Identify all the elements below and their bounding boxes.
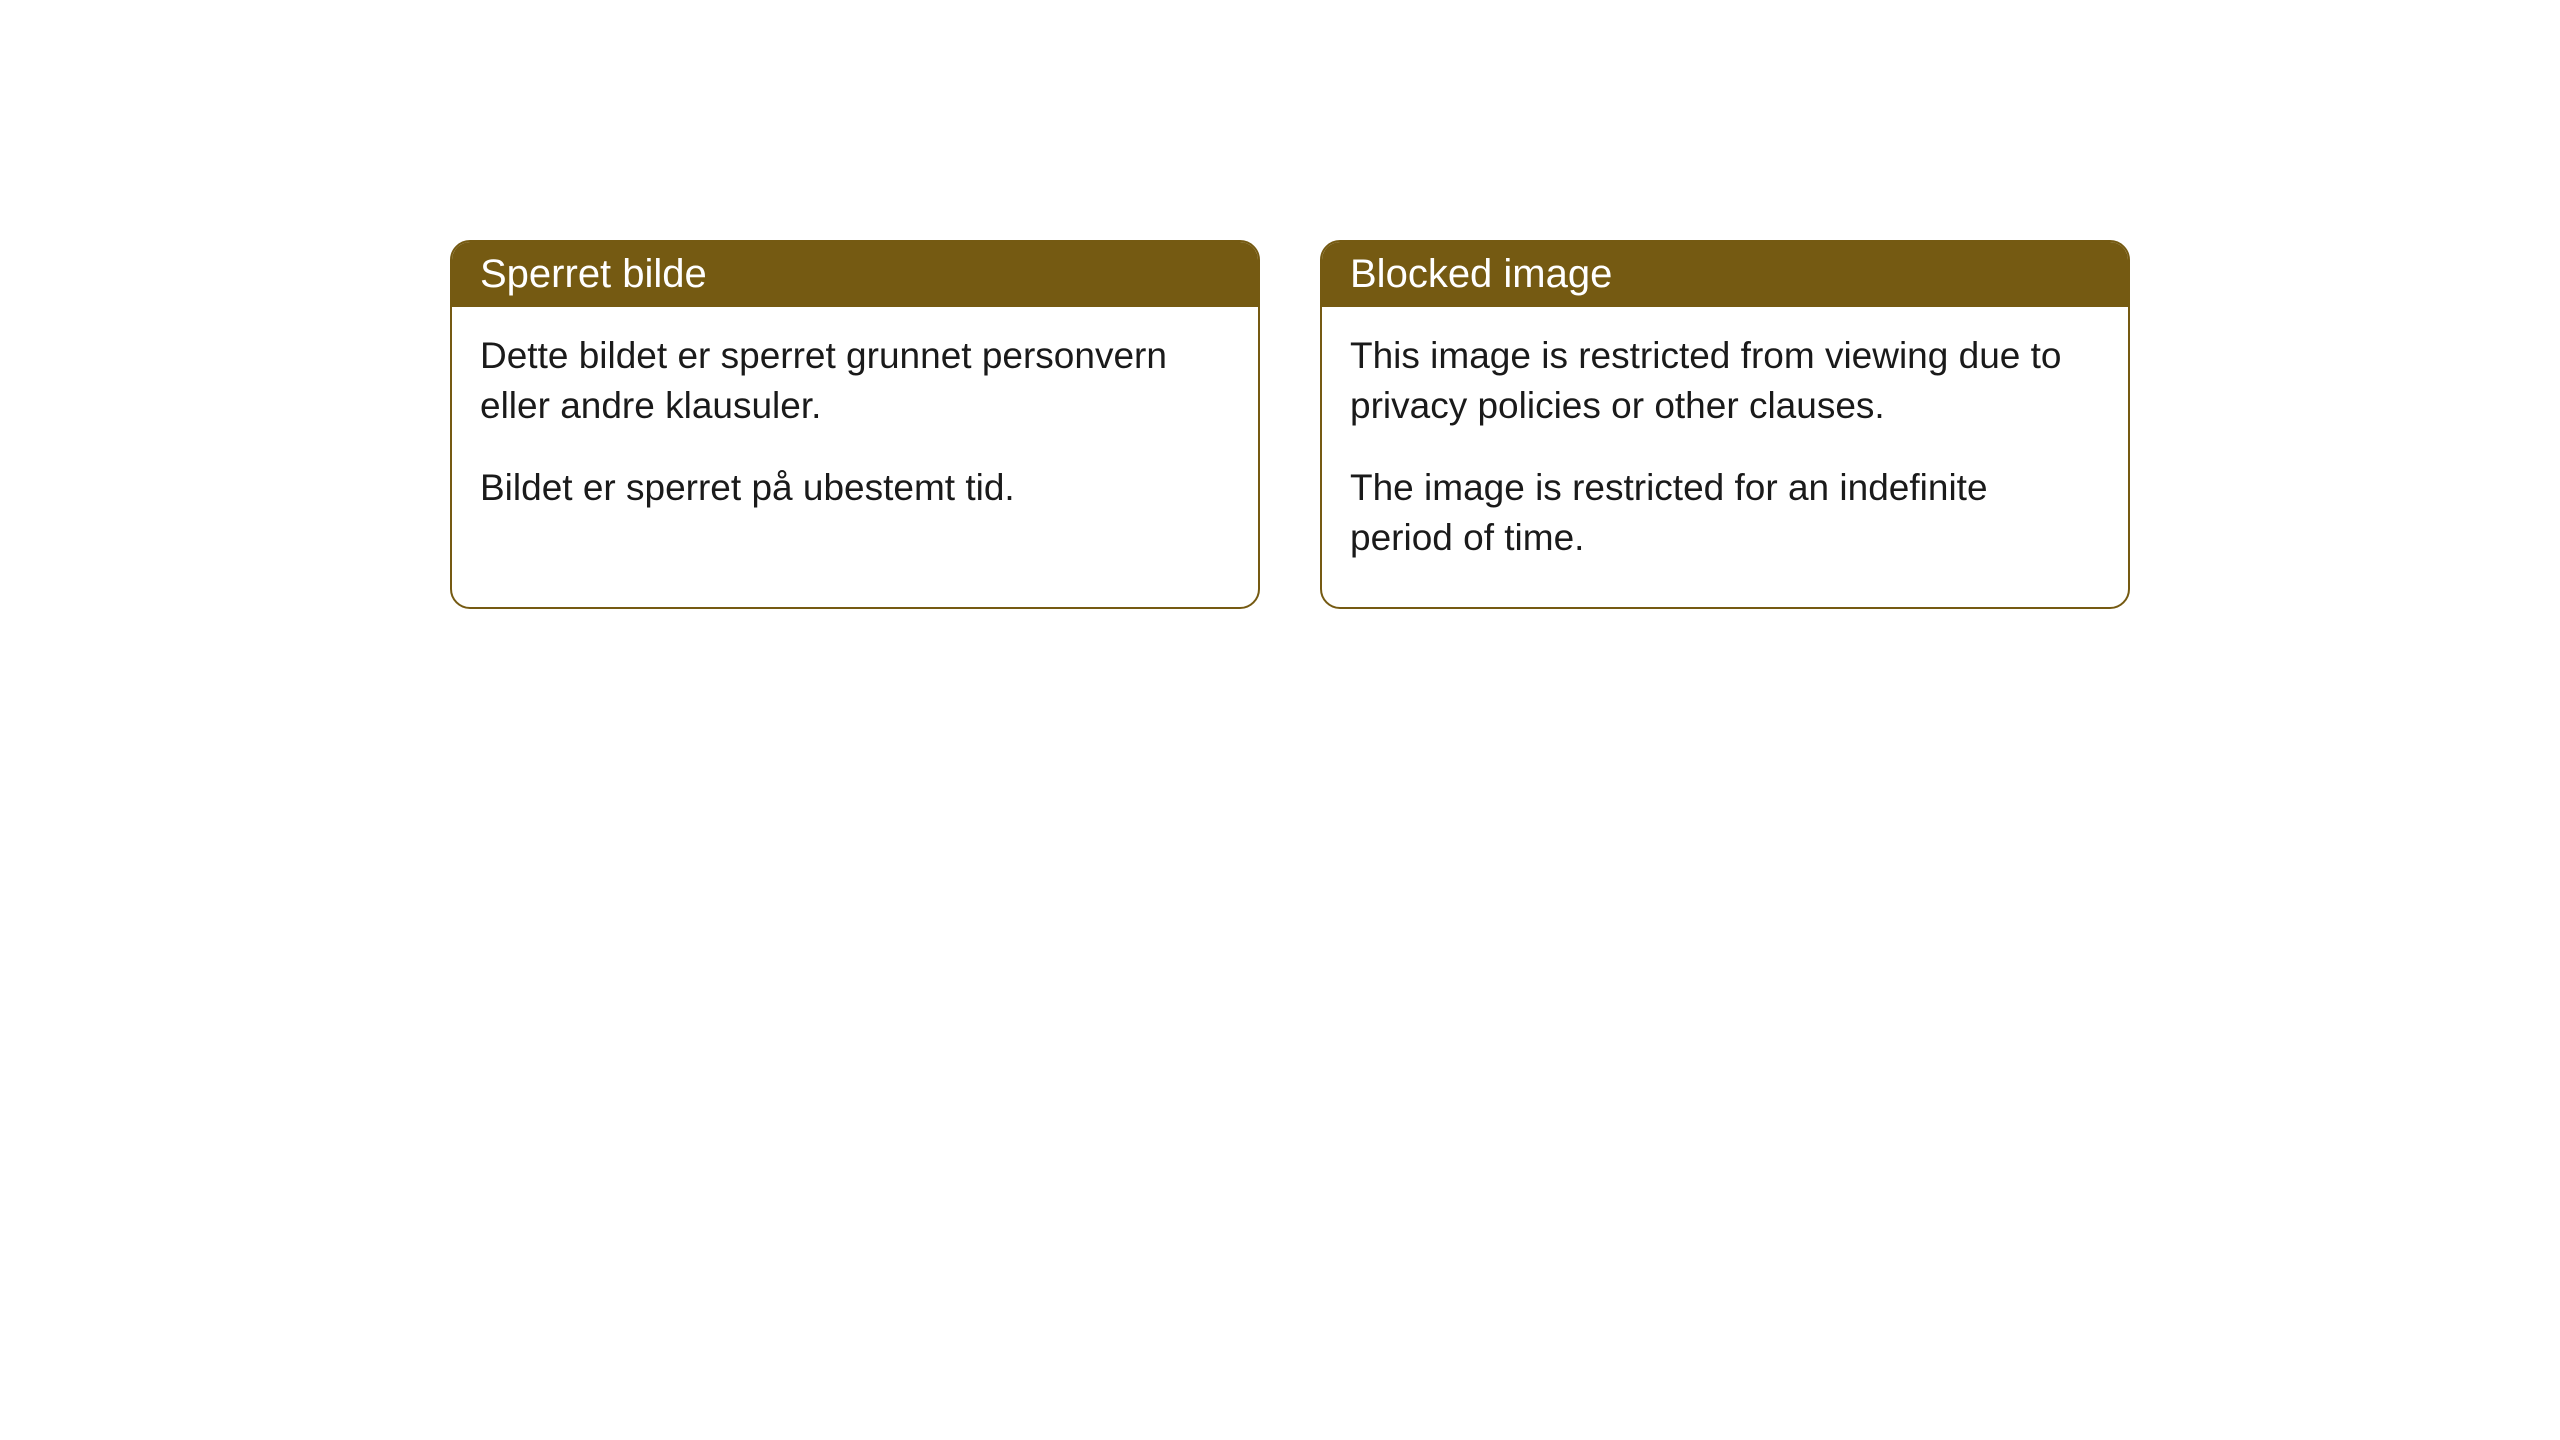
- card-body-english: This image is restricted from viewing du…: [1322, 307, 2128, 607]
- card-paragraph-2: Bildet er sperret på ubestemt tid.: [480, 463, 1230, 513]
- card-body-norwegian: Dette bildet er sperret grunnet personve…: [452, 307, 1258, 557]
- card-header-english: Blocked image: [1322, 242, 2128, 307]
- card-norwegian: Sperret bilde Dette bildet er sperret gr…: [450, 240, 1260, 609]
- card-english: Blocked image This image is restricted f…: [1320, 240, 2130, 609]
- card-paragraph-2: The image is restricted for an indefinit…: [1350, 463, 2100, 563]
- card-paragraph-1: This image is restricted from viewing du…: [1350, 331, 2100, 431]
- card-header-norwegian: Sperret bilde: [452, 242, 1258, 307]
- card-paragraph-1: Dette bildet er sperret grunnet personve…: [480, 331, 1230, 431]
- cards-container: Sperret bilde Dette bildet er sperret gr…: [450, 240, 2130, 609]
